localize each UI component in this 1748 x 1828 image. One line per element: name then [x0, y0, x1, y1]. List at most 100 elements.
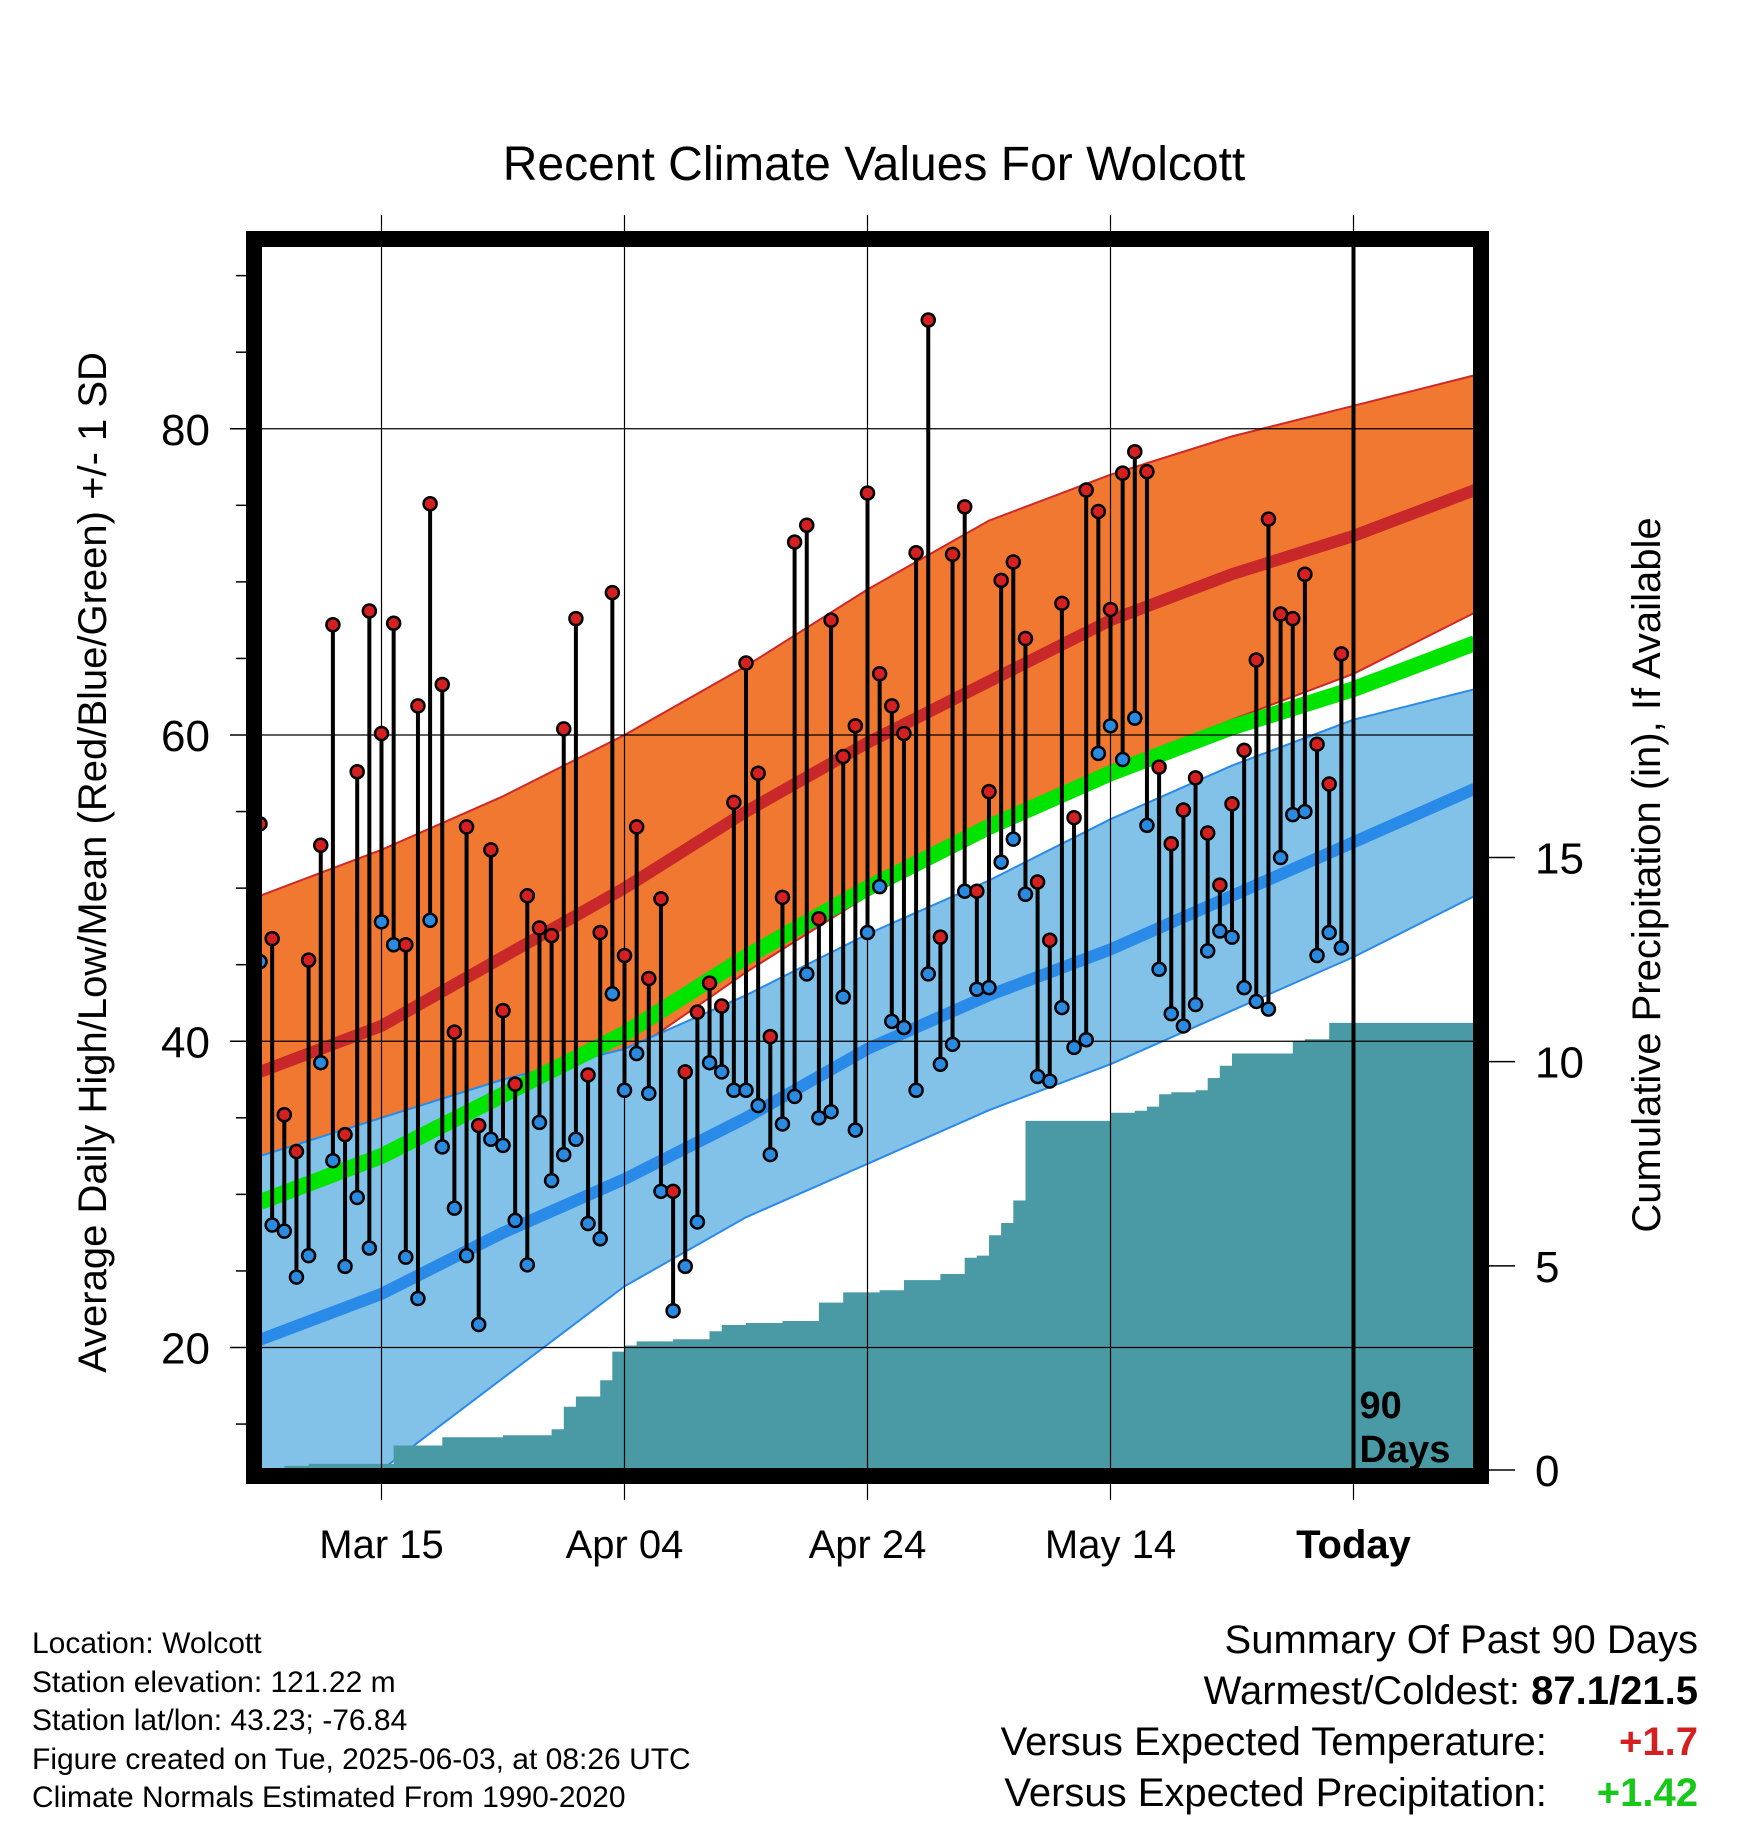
daily-high-point [1285, 610, 1301, 627]
warmest-coldest-value: 87.1/21.5 [1531, 1669, 1698, 1713]
daily-high-point [398, 937, 414, 953]
precip-anomaly-value: +1.42 [1596, 1771, 1698, 1815]
daily-low-point [628, 1045, 645, 1062]
daily-high-point [1163, 835, 1179, 852]
daily-high-point [1078, 482, 1094, 498]
daily-low-point [1175, 1018, 1192, 1034]
daily-high-point [1114, 465, 1131, 481]
daily-low-point [1212, 923, 1228, 939]
daily-high-point [726, 794, 742, 811]
daily-high-point [653, 891, 669, 907]
precip-anomaly-row: Versus Expected Precipitation: +1.42 [1001, 1768, 1698, 1819]
daily-high-point [859, 485, 876, 501]
daily-high-point [543, 927, 560, 944]
daily-low-point [665, 1303, 681, 1319]
daily-high-point [470, 1117, 487, 1134]
daily-low-point [689, 1214, 706, 1230]
daily-low-point [835, 989, 851, 1005]
daily-low-point [1224, 929, 1240, 945]
daily-high-point [1102, 601, 1119, 618]
daily-low-point [677, 1258, 693, 1275]
daily-low-point [1078, 1031, 1094, 1048]
daily-high-point [920, 312, 936, 328]
daily-high-point [385, 615, 402, 631]
daily-low-point [349, 1189, 365, 1206]
daily-low-point [762, 1146, 779, 1163]
daily-high-point [1236, 742, 1252, 759]
daily-low-point [993, 854, 1009, 870]
daily-low-point [483, 1131, 499, 1147]
temp-anomaly-value: +1.7 [1619, 1720, 1698, 1764]
daily-high-point [434, 676, 450, 693]
y-tick-label-right: 5 [1535, 1243, 1559, 1292]
daily-low-point [1102, 718, 1119, 734]
warmest-coldest-row: Warmest/Coldest: 87.1/21.5 [1001, 1666, 1698, 1717]
daily-high-point [1066, 809, 1082, 826]
daily-high-point [483, 842, 499, 858]
daily-high-point [276, 1107, 293, 1123]
daily-low-point [1066, 1039, 1082, 1056]
daily-low-point [871, 878, 888, 895]
daily-low-point [750, 1097, 766, 1114]
daily-low-point [616, 1082, 633, 1098]
daily-high-point [944, 546, 961, 563]
today-days-number: 90 [1360, 1385, 1402, 1427]
warmest-coldest-label: Warmest/Coldest: [1203, 1669, 1521, 1713]
daily-high-point [750, 765, 766, 782]
daily-high-point [1151, 759, 1167, 775]
daily-low-point [701, 1054, 718, 1071]
daily-low-point [1309, 947, 1325, 964]
daily-high-point [884, 698, 900, 714]
y-tick-label-left: 40 [161, 1018, 210, 1067]
daily-high-point [896, 725, 912, 742]
daily-high-point [713, 998, 730, 1014]
daily-low-point [1321, 924, 1337, 941]
daily-high-point [1127, 443, 1143, 460]
daily-low-point [361, 1240, 378, 1256]
daily-high-point [1333, 646, 1350, 662]
daily-low-point [1248, 993, 1265, 1010]
daily-high-point [495, 1002, 511, 1019]
plot-frame [246, 231, 1489, 1484]
daily-high-point [604, 584, 621, 601]
location-text: Location: Wolcott [32, 1627, 262, 1660]
daily-high-point [1212, 877, 1228, 893]
daily-high-point [1199, 825, 1216, 841]
daily-low-point [410, 1290, 426, 1307]
daily-low-point [519, 1257, 536, 1273]
daily-high-point [641, 970, 657, 987]
daily-low-point [1090, 745, 1107, 762]
precip-anomaly-label: Versus Expected Precipitation: [1004, 1771, 1547, 1815]
daily-low-point [1017, 886, 1034, 902]
daily-high-point [556, 721, 572, 737]
daily-high-point [1187, 770, 1204, 786]
daily-low-point [264, 1217, 280, 1233]
daily-low-point [373, 914, 390, 930]
daily-low-point [495, 1137, 511, 1154]
daily-high-point [410, 698, 426, 714]
daily-high-point [531, 920, 548, 936]
daily-high-point [1029, 874, 1046, 890]
daily-low-point [1163, 1005, 1179, 1022]
daily-high-point [908, 545, 924, 561]
daily-high-point [616, 947, 633, 964]
daily-high-point [956, 499, 973, 515]
daily-low-point [556, 1146, 572, 1163]
daily-low-point [1333, 940, 1350, 956]
daily-low-point [422, 912, 438, 929]
y-tick-label-right: 0 [1535, 1447, 1559, 1496]
y-tick-label-left: 60 [161, 712, 210, 761]
daily-low-point [641, 1085, 657, 1102]
daily-low-point [920, 966, 936, 982]
daily-low-point [1005, 831, 1022, 847]
daily-low-point [969, 981, 985, 997]
daily-low-point [325, 1152, 341, 1169]
daily-low-point [774, 1116, 791, 1132]
daily-high-point [932, 929, 949, 945]
y-tick-label-left: 20 [161, 1325, 210, 1374]
daily-high-point [835, 748, 851, 765]
daily-high-point [361, 603, 378, 619]
x-tick-label: Mar 15 [319, 1523, 444, 1567]
daily-high-point [1139, 463, 1155, 480]
daily-high-point [1248, 652, 1265, 668]
